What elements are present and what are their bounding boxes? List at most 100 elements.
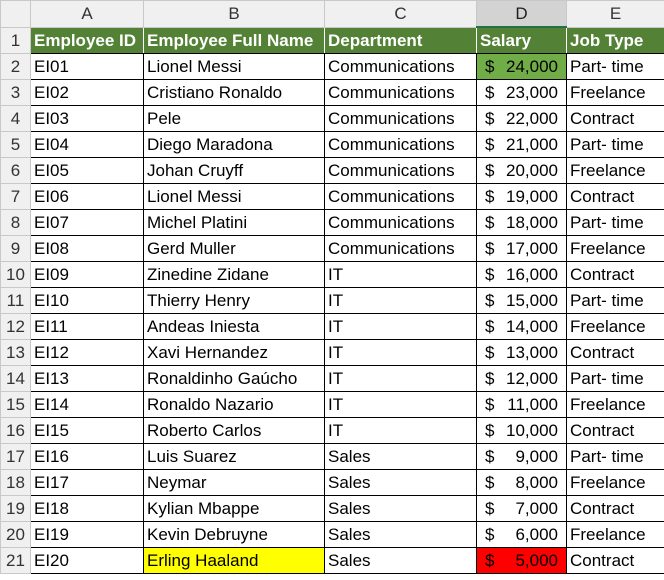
cell-department[interactable]: Communications — [324, 183, 477, 210]
cell-employee-id[interactable]: EI06 — [30, 183, 144, 210]
cell-employee-name[interactable]: Roberto Carlos — [143, 417, 325, 444]
cell-job-type[interactable]: Part- time — [566, 365, 664, 392]
select-all-corner[interactable] — [0, 0, 31, 28]
cell-job-type[interactable]: Contract — [566, 339, 664, 366]
cell-employee-name[interactable]: Ronaldo Nazario — [143, 391, 325, 418]
cell-salary[interactable]: $5,000 — [476, 547, 567, 574]
cell-salary[interactable]: $23,000 — [476, 79, 567, 106]
cell-employee-id[interactable]: EI02 — [30, 79, 144, 106]
cell-employee-name[interactable]: Zinedine Zidane — [143, 261, 325, 288]
cell-salary[interactable]: $15,000 — [476, 287, 567, 314]
cell-employee-id[interactable]: EI14 — [30, 391, 144, 418]
cell-department[interactable]: Sales — [324, 469, 477, 496]
cell-employee-id[interactable]: EI07 — [30, 209, 144, 236]
cell-employee-id[interactable]: EI08 — [30, 235, 144, 262]
cell-salary[interactable]: $7,000 — [476, 495, 567, 522]
cell-job-type[interactable]: Contract — [566, 105, 664, 132]
cell-salary[interactable]: $13,000 — [476, 339, 567, 366]
cell-job-type[interactable]: Contract — [566, 261, 664, 288]
cell-employee-id[interactable]: EI03 — [30, 105, 144, 132]
cell-department[interactable]: Communications — [324, 53, 477, 80]
cell-employee-name[interactable]: Cristiano Ronaldo — [143, 79, 325, 106]
cell-department[interactable]: IT — [324, 365, 477, 392]
cell-salary[interactable]: $24,000 — [476, 53, 567, 80]
cell-employee-id[interactable]: EI10 — [30, 287, 144, 314]
row-header[interactable]: 18 — [0, 469, 31, 496]
cell-employee-id[interactable]: EI20 — [30, 547, 144, 574]
cell-salary[interactable]: $10,000 — [476, 417, 567, 444]
cell-employee-id[interactable]: EI12 — [30, 339, 144, 366]
row-header[interactable]: 13 — [0, 339, 31, 366]
row-header[interactable]: 15 — [0, 391, 31, 418]
cell-department[interactable]: Communications — [324, 79, 477, 106]
header-cell-employee-id[interactable]: Employee ID — [30, 26, 144, 54]
cell-job-type[interactable]: Contract — [566, 417, 664, 444]
cell-employee-name[interactable]: Erling Haaland — [143, 547, 325, 574]
cell-employee-id[interactable]: EI19 — [30, 521, 144, 548]
cell-job-type[interactable]: Freelance — [566, 469, 664, 496]
cell-employee-id[interactable]: EI17 — [30, 469, 144, 496]
cell-employee-id[interactable]: EI01 — [30, 53, 144, 80]
cell-department[interactable]: Communications — [324, 235, 477, 262]
cell-salary[interactable]: $8,000 — [476, 469, 567, 496]
cell-employee-id[interactable]: EI15 — [30, 417, 144, 444]
row-header[interactable]: 6 — [0, 157, 31, 184]
column-header-a[interactable]: A — [30, 0, 144, 28]
cell-department[interactable]: IT — [324, 339, 477, 366]
cell-employee-name[interactable]: Neymar — [143, 469, 325, 496]
row-header[interactable]: 10 — [0, 261, 31, 288]
cell-job-type[interactable]: Freelance — [566, 521, 664, 548]
cell-employee-name[interactable]: Johan Cruyff — [143, 157, 325, 184]
cell-salary[interactable]: $19,000 — [476, 183, 567, 210]
cell-job-type[interactable]: Freelance — [566, 79, 664, 106]
row-header[interactable]: 21 — [0, 547, 31, 574]
cell-employee-id[interactable]: EI04 — [30, 131, 144, 158]
cell-employee-name[interactable]: Andeas Iniesta — [143, 313, 325, 340]
cell-employee-name[interactable]: Kevin Debruyne — [143, 521, 325, 548]
cell-department[interactable]: IT — [324, 261, 477, 288]
cell-salary[interactable]: $6,000 — [476, 521, 567, 548]
cell-job-type[interactable]: Part- time — [566, 287, 664, 314]
cell-department[interactable]: Communications — [324, 131, 477, 158]
column-header-e[interactable]: E — [566, 0, 664, 28]
column-header-b[interactable]: B — [143, 0, 325, 28]
cell-department[interactable]: IT — [324, 287, 477, 314]
row-header[interactable]: 20 — [0, 521, 31, 548]
column-header-c[interactable]: C — [324, 0, 477, 28]
row-header[interactable]: 16 — [0, 417, 31, 444]
cell-employee-id[interactable]: EI13 — [30, 365, 144, 392]
cell-department[interactable]: Sales — [324, 495, 477, 522]
cell-department[interactable]: Communications — [324, 157, 477, 184]
cell-job-type[interactable]: Freelance — [566, 157, 664, 184]
header-cell-job-type[interactable]: Job Type — [566, 26, 664, 54]
row-header[interactable]: 7 — [0, 183, 31, 210]
row-header[interactable]: 4 — [0, 105, 31, 132]
cell-department[interactable]: IT — [324, 313, 477, 340]
cell-employee-id[interactable]: EI18 — [30, 495, 144, 522]
cell-department[interactable]: Sales — [324, 547, 477, 574]
cell-job-type[interactable]: Part- time — [566, 131, 664, 158]
header-cell-employee-full-name[interactable]: Employee Full Name — [143, 26, 325, 54]
cell-job-type[interactable]: Part- time — [566, 443, 664, 470]
cell-salary[interactable]: $21,000 — [476, 131, 567, 158]
cell-employee-name[interactable]: Lionel Messi — [143, 53, 325, 80]
cell-employee-name[interactable]: Diego Maradona — [143, 131, 325, 158]
row-header[interactable]: 19 — [0, 495, 31, 522]
cell-salary[interactable]: $16,000 — [476, 261, 567, 288]
cell-salary[interactable]: $22,000 — [476, 105, 567, 132]
row-header[interactable]: 9 — [0, 235, 31, 262]
cell-department[interactable]: Sales — [324, 443, 477, 470]
row-header[interactable]: 14 — [0, 365, 31, 392]
cell-salary[interactable]: $11,000 — [476, 391, 567, 418]
cell-job-type[interactable]: Freelance — [566, 391, 664, 418]
row-header[interactable]: 2 — [0, 53, 31, 80]
cell-salary[interactable]: $20,000 — [476, 157, 567, 184]
cell-salary[interactable]: $14,000 — [476, 313, 567, 340]
cell-salary[interactable]: $17,000 — [476, 235, 567, 262]
cell-salary[interactable]: $18,000 — [476, 209, 567, 236]
cell-employee-id[interactable]: EI11 — [30, 313, 144, 340]
row-header[interactable]: 3 — [0, 79, 31, 106]
cell-department[interactable]: IT — [324, 391, 477, 418]
row-header[interactable]: 5 — [0, 131, 31, 158]
cell-job-type[interactable]: Contract — [566, 183, 664, 210]
